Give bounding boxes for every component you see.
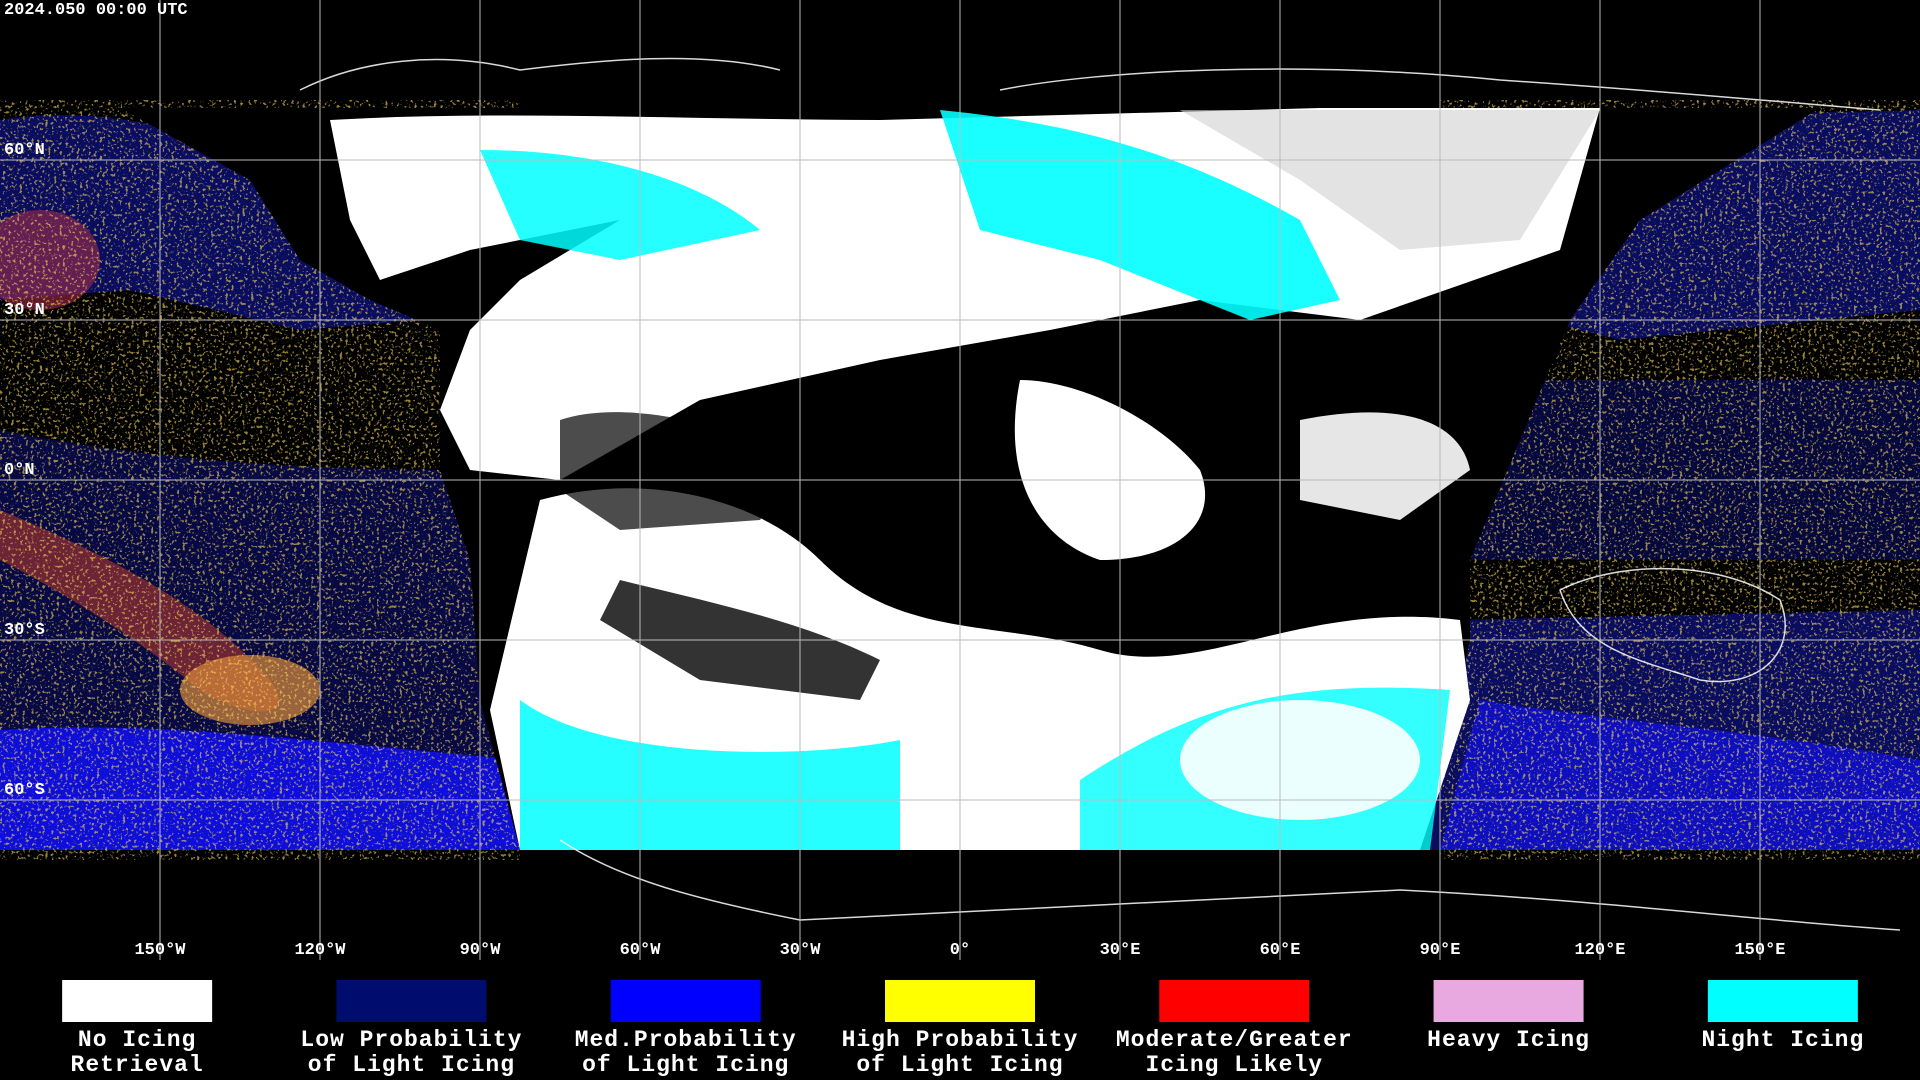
map-labels: 60°N 30°N 0°N 30°S 60°S 150°W 120°W 90°W 60°W 30°… <box>4 141 1786 960</box>
longitude-label: 120°W <box>294 941 346 960</box>
longitude-label: 120°E <box>1574 941 1625 960</box>
legend-label: of Light Icing <box>308 1052 515 1078</box>
legend-label: of Light Icing <box>582 1052 789 1078</box>
longitude-label: 150°W <box>134 941 186 960</box>
latitude-label: 60°N <box>4 141 45 160</box>
latitude-label: 30°N <box>4 301 45 320</box>
graticule <box>0 0 1920 960</box>
longitude-label: 0° <box>950 941 970 960</box>
longitude-label: 60°E <box>1260 941 1301 960</box>
latitude-label: 60°S <box>4 781 45 800</box>
longitude-label: 60°W <box>620 941 662 960</box>
legend-swatch <box>62 980 213 1022</box>
legend-label: Icing Likely <box>1145 1052 1323 1078</box>
legend-swatch <box>1159 980 1310 1022</box>
legend-label: High Probability <box>842 1027 1079 1053</box>
latitude-label: 0°N <box>4 461 35 480</box>
timestamp: 2024.050 00:00 UTC <box>4 1 188 20</box>
legend-label: Med.Probability <box>575 1027 797 1053</box>
legend-swatch <box>336 980 487 1022</box>
legend-label: Retrieval <box>71 1052 204 1078</box>
longitude-label: 90°E <box>1420 941 1461 960</box>
longitude-label: 30°W <box>780 941 822 960</box>
legend-label: Moderate/Greater <box>1116 1027 1353 1053</box>
latitude-label: 30°S <box>4 621 45 640</box>
legend-swatch <box>610 980 761 1022</box>
legend-swatch <box>1433 980 1584 1022</box>
longitude-label: 30°E <box>1100 941 1141 960</box>
legend-label: No Icing <box>78 1027 196 1053</box>
legend-label: Night Icing <box>1701 1027 1864 1053</box>
legend-label: Low Probability <box>300 1027 522 1053</box>
longitude-label: 150°E <box>1734 941 1785 960</box>
legend-swatch <box>1707 980 1858 1022</box>
legend-label: Heavy Icing <box>1427 1027 1590 1053</box>
longitude-label: 90°W <box>460 941 502 960</box>
legend-label: of Light Icing <box>856 1052 1063 1078</box>
legend-swatch <box>885 980 1035 1022</box>
